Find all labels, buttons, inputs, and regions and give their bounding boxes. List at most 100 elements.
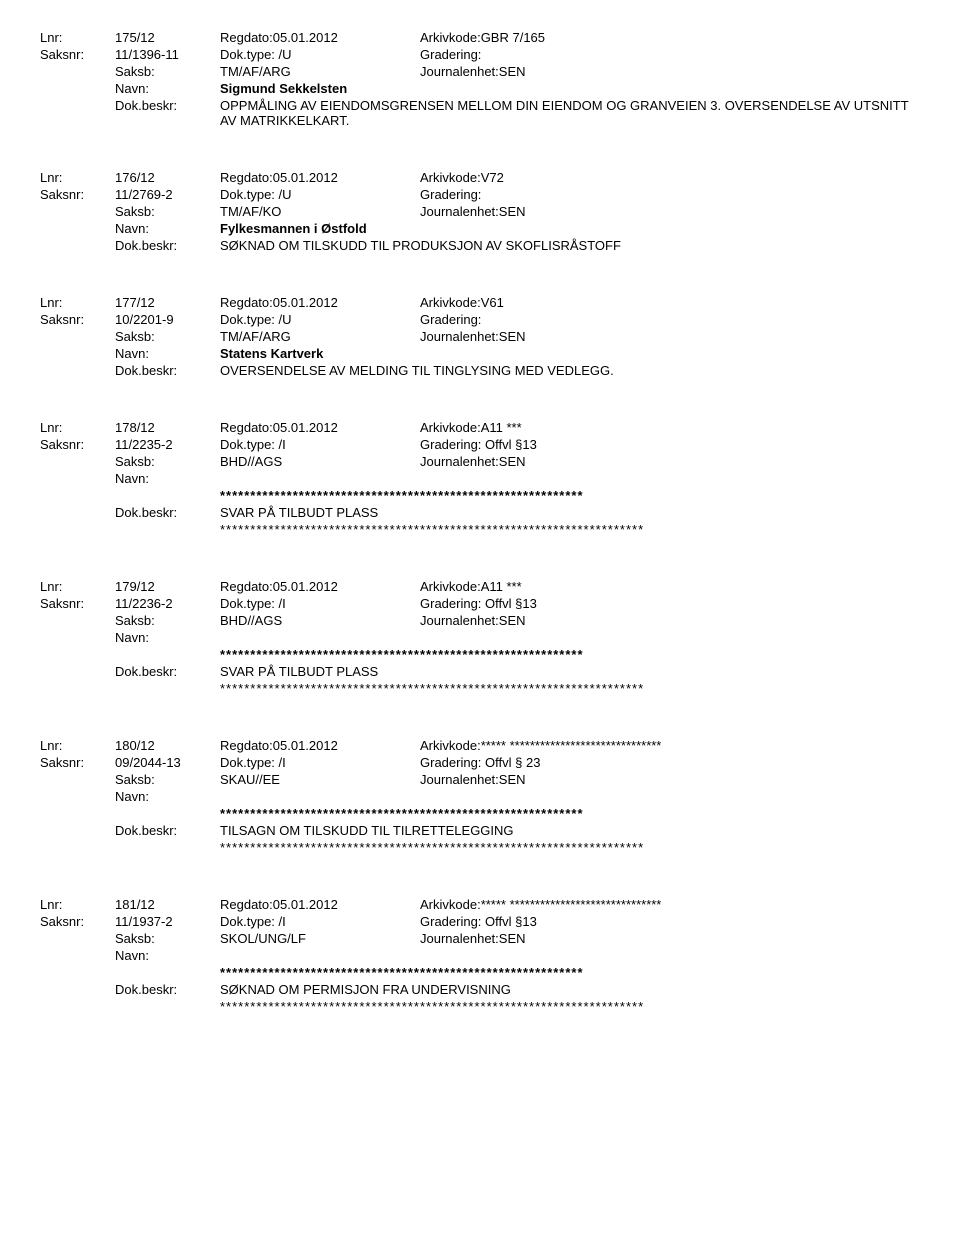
- navn-spacer: [40, 221, 115, 236]
- saksb-label-text: Saksb:: [115, 204, 220, 219]
- spacer: [40, 363, 115, 378]
- lnr-label: Lnr:: [40, 897, 115, 912]
- dokbeskr-label: Dok.beskr:: [115, 823, 220, 838]
- navn-value: Fylkesmannen i Østfold: [220, 221, 920, 236]
- journalenhet: Journalenhet:SEN: [420, 613, 920, 628]
- regdato: Regdato:05.01.2012: [220, 897, 420, 912]
- lnr-label: Lnr:: [40, 30, 115, 45]
- redacted-stars: ****************************************…: [220, 522, 920, 537]
- journal-entry: Lnr:181/12Regdato:05.01.2012Arkivkode:**…: [40, 897, 920, 1014]
- navn-redacted: ****************************************…: [40, 488, 920, 503]
- regdato: Regdato:05.01.2012: [220, 579, 420, 594]
- entry-line-dokbeskr: Dok.beskr:SØKNAD OM TILSKUDD TIL PRODUKS…: [40, 238, 920, 253]
- entry-line-dokbeskr: Dok.beskr:TILSAGN OM TILSKUDD TIL TILRET…: [40, 823, 920, 838]
- dokbeskr-label: Dok.beskr:: [115, 238, 220, 253]
- entry-line-lnr: Lnr:178/12Regdato:05.01.2012Arkivkode:A1…: [40, 420, 920, 435]
- dokbeskr-value: OVERSENDELSE AV MELDING TIL TINGLYSING M…: [220, 363, 920, 378]
- journalenhet: Journalenhet:SEN: [420, 204, 920, 219]
- entry-line-saksb: Saksb:SKOL/UNG/LFJournalenhet:SEN: [40, 931, 920, 946]
- saksb-value: SKAU//EE: [220, 772, 420, 787]
- saksnr-value: 10/2201-9: [115, 312, 220, 327]
- doktype: Dok.type: /I: [220, 596, 420, 611]
- saksb-value: SKOL/UNG/LF: [220, 931, 420, 946]
- entry-line-saksb: Saksb:TM/AF/ARGJournalenhet:SEN: [40, 64, 920, 79]
- lnr-value: 179/12: [115, 579, 220, 594]
- entry-line-saksb: Saksb:BHD//AGSJournalenhet:SEN: [40, 454, 920, 469]
- gradering: Gradering: Offvl §13: [420, 596, 920, 611]
- saksb-value: TM/AF/ARG: [220, 64, 420, 79]
- lnr-value: 176/12: [115, 170, 220, 185]
- dokbeskr-label: Dok.beskr:: [115, 982, 220, 997]
- entry-line-saksnr: Saksnr:11/2236-2Dok.type: /IGradering: O…: [40, 596, 920, 611]
- redacted-stars: ****************************************…: [220, 647, 920, 662]
- saksb-label-text: Saksb:: [115, 329, 220, 344]
- spacer: [115, 522, 220, 537]
- dokbeskr-label: Dok.beskr:: [115, 664, 220, 679]
- saksnr-label: Saksnr:: [40, 47, 115, 62]
- spacer: [40, 840, 115, 855]
- navn-spacer: [40, 346, 115, 361]
- spacer: [115, 488, 220, 503]
- entry-line-saksb: Saksb:TM/AF/KOJournalenhet:SEN: [40, 204, 920, 219]
- saksb-value: BHD//AGS: [220, 454, 420, 469]
- spacer: [40, 505, 115, 520]
- navn-value: [220, 471, 920, 486]
- entry-line-saksb: Saksb:SKAU//EEJournalenhet:SEN: [40, 772, 920, 787]
- regdato: Regdato:05.01.2012: [220, 738, 420, 753]
- navn-redacted: ****************************************…: [40, 965, 920, 980]
- spacer: [40, 647, 115, 662]
- entry-line-navn: Navn:: [40, 789, 920, 804]
- lnr-label: Lnr:: [40, 579, 115, 594]
- spacer: [115, 965, 220, 980]
- regdato: Regdato:05.01.2012: [220, 420, 420, 435]
- navn-redacted: ****************************************…: [40, 647, 920, 662]
- lnr-value: 175/12: [115, 30, 220, 45]
- lnr-label: Lnr:: [40, 420, 115, 435]
- dokbeskr-redacted: ****************************************…: [40, 840, 920, 855]
- navn-value: [220, 630, 920, 645]
- journal-entry: Lnr:177/12Regdato:05.01.2012Arkivkode:V6…: [40, 295, 920, 378]
- dokbeskr-value: OPPMÅLING AV EIENDOMSGRENSEN MELLOM DIN …: [220, 98, 920, 128]
- entry-line-saksnr: Saksnr:11/2235-2Dok.type: /IGradering: O…: [40, 437, 920, 452]
- saksb-label-text: Saksb:: [115, 64, 220, 79]
- entry-line-saksnr: Saksnr:10/2201-9Dok.type: /UGradering:: [40, 312, 920, 327]
- spacer: [40, 522, 115, 537]
- entry-line-saksnr: Saksnr:09/2044-13Dok.type: /IGradering: …: [40, 755, 920, 770]
- doktype: Dok.type: /I: [220, 914, 420, 929]
- doktype: Dok.type: /I: [220, 437, 420, 452]
- entry-line-lnr: Lnr:179/12Regdato:05.01.2012Arkivkode:A1…: [40, 579, 920, 594]
- dokbeskr-redacted: ****************************************…: [40, 999, 920, 1014]
- navn-label: Navn:: [115, 81, 220, 96]
- saksb-label: [40, 64, 115, 79]
- saksb-label-text: Saksb:: [115, 454, 220, 469]
- doktype: Dok.type: /U: [220, 312, 420, 327]
- journal-entry: Lnr:179/12Regdato:05.01.2012Arkivkode:A1…: [40, 579, 920, 696]
- navn-spacer: [40, 789, 115, 804]
- spacer: [40, 999, 115, 1014]
- journalenhet: Journalenhet:SEN: [420, 329, 920, 344]
- arkivkode: Arkivkode:***** ************************…: [420, 897, 920, 912]
- doktype: Dok.type: /U: [220, 47, 420, 62]
- redacted-stars: ****************************************…: [220, 840, 920, 855]
- navn-redacted: ****************************************…: [40, 806, 920, 821]
- saksb-label: [40, 329, 115, 344]
- entry-line-dokbeskr: Dok.beskr:SØKNAD OM PERMISJON FRA UNDERV…: [40, 982, 920, 997]
- regdato: Regdato:05.01.2012: [220, 30, 420, 45]
- spacer: [115, 681, 220, 696]
- spacer: [40, 98, 115, 128]
- spacer: [40, 488, 115, 503]
- entry-line-lnr: Lnr:180/12Regdato:05.01.2012Arkivkode:**…: [40, 738, 920, 753]
- journal-entry: Lnr:176/12Regdato:05.01.2012Arkivkode:V7…: [40, 170, 920, 253]
- dokbeskr-redacted: ****************************************…: [40, 681, 920, 696]
- entry-line-lnr: Lnr:175/12Regdato:05.01.2012Arkivkode:GB…: [40, 30, 920, 45]
- journal-list: Lnr:175/12Regdato:05.01.2012Arkivkode:GB…: [40, 30, 920, 1014]
- entry-line-navn: Navn:Fylkesmannen i Østfold: [40, 221, 920, 236]
- navn-value: Sigmund Sekkelsten: [220, 81, 920, 96]
- regdato: Regdato:05.01.2012: [220, 170, 420, 185]
- redacted-stars: ****************************************…: [220, 681, 920, 696]
- gradering: Gradering:: [420, 187, 920, 202]
- spacer: [115, 840, 220, 855]
- navn-label: Navn:: [115, 221, 220, 236]
- lnr-value: 181/12: [115, 897, 220, 912]
- saksnr-value: 11/1937-2: [115, 914, 220, 929]
